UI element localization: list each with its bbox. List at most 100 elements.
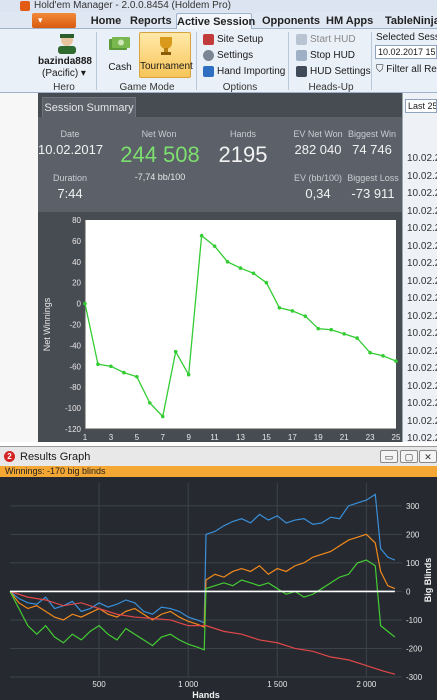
x-tick-label: 5 xyxy=(135,433,140,442)
data-point xyxy=(212,244,217,248)
session-row[interactable]: 10.02.2 xyxy=(407,153,437,164)
ribbon-tab-bar: ▾ Home Reports Active Session Opponents … xyxy=(0,12,437,29)
session-row[interactable]: 10.02.2 xyxy=(407,345,437,357)
tournament-button[interactable]: Tournament xyxy=(139,32,193,78)
site-setup-button[interactable]: Site Setup xyxy=(203,33,263,47)
session-row[interactable]: 10.02.2 xyxy=(407,170,437,182)
data-point xyxy=(264,280,269,285)
tab-active-session[interactable]: Active Session xyxy=(176,13,255,29)
stop-hud-icon xyxy=(296,49,307,61)
session-row[interactable]: 10.02.2 xyxy=(407,205,437,217)
x-tick-label: 19 xyxy=(314,433,323,442)
data-point xyxy=(147,401,152,405)
hero-site[interactable]: (Pacific) ▾ xyxy=(42,68,86,79)
y-tick-label: 300 xyxy=(406,502,420,511)
session-row[interactable]: 10.02.2 xyxy=(407,363,437,374)
session-row[interactable]: 10.02.2 xyxy=(407,328,437,339)
x-tick-label: 13 xyxy=(236,433,245,442)
close-button[interactable]: ✕ xyxy=(419,450,437,463)
session-row[interactable]: 10.02.2 xyxy=(407,240,437,252)
date-label: Date xyxy=(60,129,80,139)
winnings-summary: Winnings: -170 big blinds xyxy=(5,466,106,476)
app-menu-button[interactable]: ▾ xyxy=(32,13,76,28)
ev-bb100-value: 0,34 xyxy=(305,186,331,201)
data-point xyxy=(251,271,256,276)
minimize-button[interactable]: ▭ xyxy=(380,450,398,463)
session-row[interactable]: 10.02.2 xyxy=(407,415,437,427)
data-point xyxy=(160,414,165,419)
session-row[interactable]: 10.02.2 xyxy=(407,380,437,392)
session-row[interactable]: 10.02.2 xyxy=(407,223,437,234)
data-point xyxy=(122,370,126,375)
x-tick-label: 2 000 xyxy=(356,680,377,689)
options-group-label: Options xyxy=(222,82,258,93)
session-stats: Date 10.02.2017 Duration 7:44 Net Won 24… xyxy=(38,117,402,212)
sessions-list: Last 250 10.02.2 10.02.2 10.02.2 10.02.2 10.… xyxy=(402,93,437,514)
series-line xyxy=(9,559,396,651)
tab-tableninja[interactable]: TableNinja 2 xyxy=(385,15,437,27)
duration-value: 7:44 xyxy=(57,186,83,201)
data-point xyxy=(342,332,346,336)
window-title: Hold'em Manager - 2.0.0.8454 (Holdem Pro… xyxy=(34,0,232,11)
session-row[interactable]: 10.02.2 xyxy=(407,433,437,444)
tab-home[interactable]: Home xyxy=(90,15,122,27)
x-tick-label: 9 xyxy=(186,433,191,442)
tab-opponents[interactable]: Opponents xyxy=(262,15,321,27)
hero-name[interactable]: bazinda888 xyxy=(38,56,92,67)
site-setup-icon xyxy=(203,33,214,45)
data-point xyxy=(277,305,282,310)
x-tick-label: 23 xyxy=(366,433,375,442)
data-point xyxy=(368,350,372,355)
selected-session-label: Selected Session xyxy=(376,32,437,43)
hud-settings-button[interactable]: HUD Settings xyxy=(296,65,371,79)
selected-session-dropdown[interactable]: 10.02.2017 15:24 xyxy=(375,45,437,59)
biggest-win-value: 74 746 xyxy=(352,142,392,157)
y-tick-label: -40 xyxy=(69,341,81,350)
hero-avatar[interactable] xyxy=(55,32,79,54)
y-tick-label: -200 xyxy=(406,644,423,653)
cash-label: Cash xyxy=(108,62,132,73)
y-tick-label: -120 xyxy=(65,425,82,434)
results-graph-title-bar: 2 Results Graph ▭ ▢ ✕ xyxy=(0,446,437,466)
session-range-dropdown[interactable]: Last 250 xyxy=(405,99,437,113)
results-graph-chart: -300 -200 -100 0 100 200 300 500 1 000 1 500 2 000… xyxy=(0,477,437,700)
x-tick-label: 17 xyxy=(288,433,297,442)
session-row[interactable]: 10.02.2 xyxy=(407,310,437,322)
app-menu-chevron-icon: ▾ xyxy=(38,15,43,25)
y-tick-label: -100 xyxy=(406,616,423,625)
y-tick-label: 0 xyxy=(406,587,411,596)
filter-all-reports-button[interactable]: ⛉ Filter all Rep xyxy=(376,64,437,75)
stop-hud-button[interactable]: Stop HUD xyxy=(296,49,355,63)
maximize-button[interactable]: ▢ xyxy=(400,450,418,463)
start-hud-button[interactable]: Start HUD xyxy=(296,33,356,47)
ribbon-divider xyxy=(371,32,372,90)
net-won-label: Net Won xyxy=(141,129,177,139)
tab-reports[interactable]: Reports xyxy=(130,15,172,27)
settings-button[interactable]: Settings xyxy=(203,49,253,63)
session-row[interactable]: 10.02.2 xyxy=(407,188,437,199)
x-tick-label: 25 xyxy=(392,433,401,442)
tab-hm-apps[interactable]: HM Apps xyxy=(326,15,374,27)
data-point xyxy=(238,266,243,270)
x-tick-label: 500 xyxy=(92,680,106,689)
x-tick-label: 21 xyxy=(340,433,349,442)
y-axis-label: Big Blinds xyxy=(423,558,433,603)
data-point xyxy=(290,309,295,313)
tournament-label: Tournament xyxy=(140,61,193,72)
session-row[interactable]: 10.02.2 xyxy=(407,275,437,287)
hand-importing-button[interactable]: Hand Importing xyxy=(203,65,285,79)
data-point xyxy=(316,326,321,331)
tab-session-summary[interactable]: Session Summary xyxy=(42,97,136,117)
filter-icon: ⛉ xyxy=(376,64,387,75)
biggest-loss-label: Biggest Loss xyxy=(347,173,399,183)
x-tick-label: 15 xyxy=(262,433,271,442)
x-axis-label: Hands xyxy=(192,690,220,700)
session-row[interactable]: 10.02.2 xyxy=(407,398,437,409)
session-row[interactable]: 10.02.2 xyxy=(407,293,437,304)
data-point xyxy=(173,349,178,354)
biggest-loss-value: -73 911 xyxy=(351,186,395,201)
session-row[interactable]: 10.02.2 xyxy=(407,258,437,269)
ribbon-divider xyxy=(96,32,97,90)
cash-button[interactable]: Cash xyxy=(103,32,137,78)
